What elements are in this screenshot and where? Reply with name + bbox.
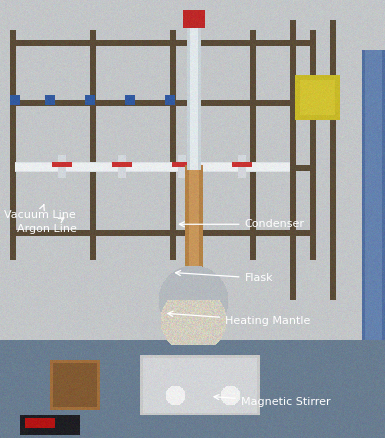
Text: Flask: Flask [176, 271, 273, 283]
Text: Argon Line: Argon Line [17, 218, 77, 233]
Text: Heating Mantle: Heating Mantle [168, 311, 311, 325]
Text: Vacuum Line: Vacuum Line [4, 205, 75, 220]
Text: Magnetic Stirrer: Magnetic Stirrer [214, 395, 330, 407]
Text: Condenser: Condenser [179, 219, 305, 229]
